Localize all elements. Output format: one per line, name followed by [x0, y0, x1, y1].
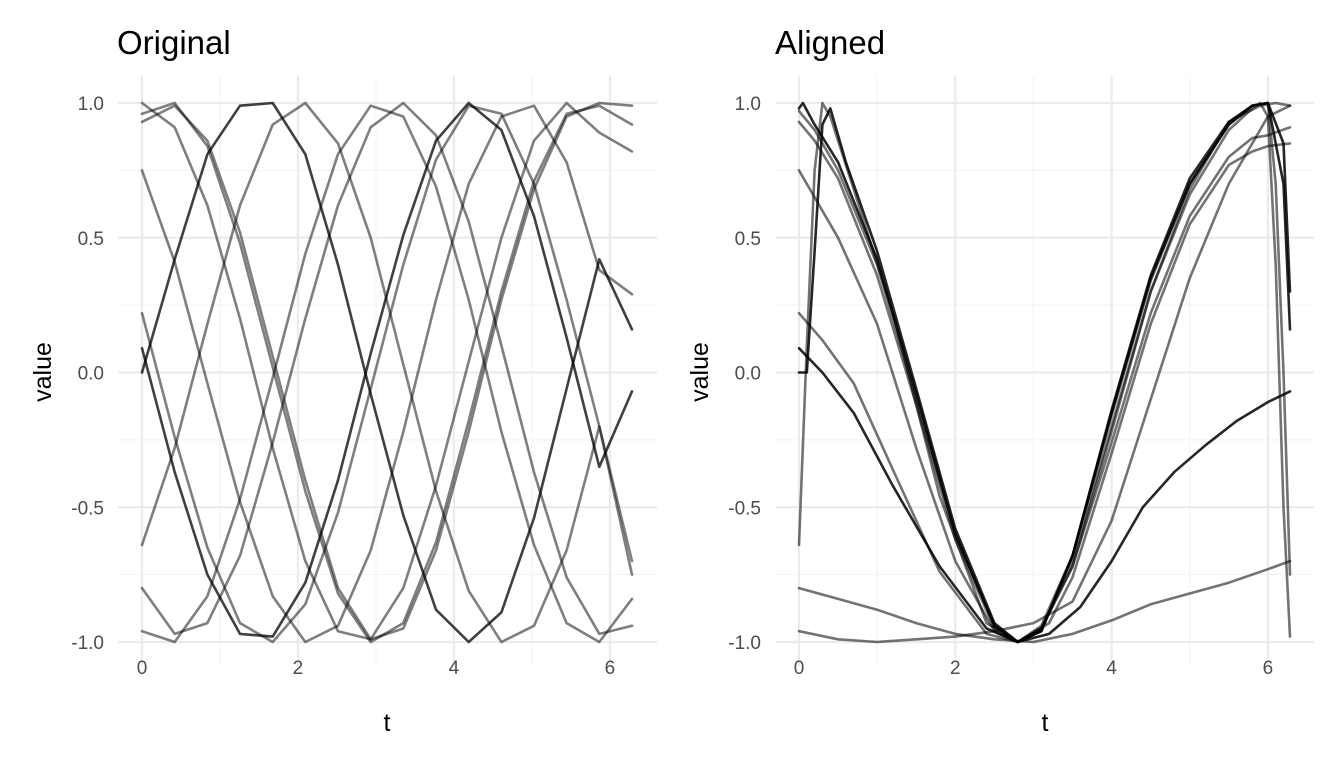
x-tick-label: 0: [794, 658, 805, 679]
y-tick-label: 0.0: [78, 364, 104, 385]
x-tick-label: 0: [137, 658, 148, 679]
series-line-aligned-7: [797, 142, 1292, 644]
series-line-aligned-9: [797, 559, 1292, 644]
x-tick-label: 4: [449, 658, 460, 679]
panel-original: -1.0 -0.5 0.0 0.5 1.0 0 2 4 6 Original t value: [29, 24, 657, 737]
x-tick-label: 6: [1263, 658, 1274, 679]
series-line-aligned-5: [797, 101, 1292, 644]
x-tick-label: 2: [950, 658, 961, 679]
series-line-aligned-10: [797, 104, 1292, 644]
y-tick-label: 0.5: [78, 229, 104, 250]
series-lines-original: [140, 101, 634, 644]
x-tick-labels-original: 0 2 4 6: [137, 658, 616, 679]
y-axis-title-original: value: [29, 342, 57, 402]
panel-aligned: -1.0 -0.5 0.0 0.5 1.0 0 2 4 6 Aligned t value: [686, 24, 1314, 737]
series-line-original-1: [140, 101, 634, 638]
y-tick-label: -0.5: [71, 498, 104, 519]
series-line-original-10: [140, 104, 634, 644]
series-lines-aligned: [797, 101, 1292, 644]
chart-title-aligned: Aligned: [775, 24, 885, 61]
x-tick-label: 2: [293, 658, 304, 679]
y-tick-labels-aligned: -1.0 -0.5 0.0 0.5 1.0: [728, 94, 761, 654]
x-tick-label: 4: [1106, 658, 1117, 679]
series-line-original-8: [140, 101, 634, 644]
series-line-original-7: [140, 104, 634, 644]
series-line-original-9: [140, 101, 634, 636]
series-line-original-5: [140, 101, 634, 641]
series-line-aligned-3: [797, 346, 1292, 644]
y-tick-label: 0.5: [735, 229, 761, 250]
y-tick-labels-original: -1.0 -0.5 0.0 0.5 1.0: [71, 94, 104, 654]
chart-title-original: Original: [117, 24, 231, 61]
y-tick-label: 1.0: [735, 94, 761, 115]
y-axis-title-aligned: value: [686, 342, 714, 402]
y-tick-label: 0.0: [735, 364, 761, 385]
y-tick-label: -1.0: [728, 633, 761, 654]
y-tick-label: -0.5: [728, 498, 761, 519]
x-tick-label: 6: [605, 658, 616, 679]
x-axis-title-aligned: t: [1042, 709, 1049, 737]
series-line-original-6: [140, 104, 634, 644]
y-tick-label: -1.0: [71, 633, 104, 654]
x-tick-labels-aligned: 0 2 4 6: [794, 658, 1273, 679]
y-tick-label: 1.0: [78, 94, 104, 115]
series-line-original-2: [140, 101, 634, 644]
x-axis-title-original: t: [384, 709, 391, 737]
